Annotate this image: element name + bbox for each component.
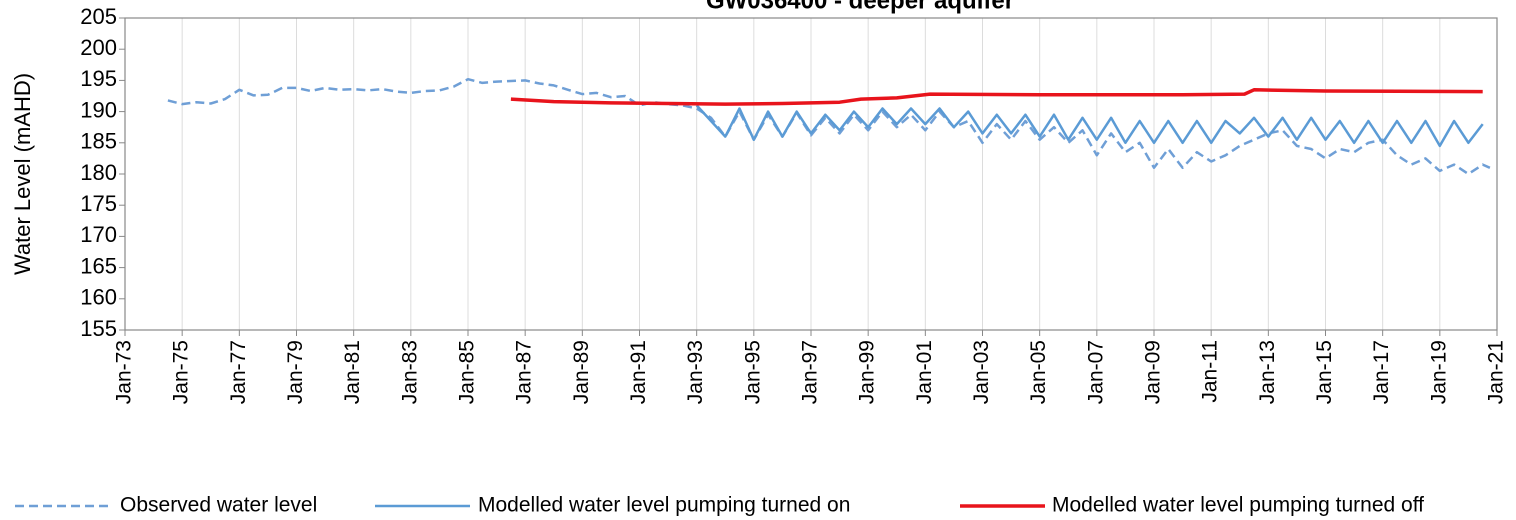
x-tick-label: Jan-85: [456, 340, 479, 404]
series-line: [167, 77, 1491, 176]
x-tick-label: Jan-93: [684, 340, 707, 404]
x-tick-label: Jan-15: [1313, 340, 1336, 404]
y-tick-label: 155: [80, 316, 117, 341]
x-tick-label: Jan-79: [284, 340, 307, 404]
x-tick-label: Jan-11: [1199, 340, 1222, 403]
plot-frame: [124, 17, 1498, 331]
y-tick-label: 205: [80, 4, 117, 29]
x-tick-label: Jan-21: [1485, 340, 1508, 404]
y-tick-label: 165: [80, 253, 117, 278]
legend-label: Modelled water level pumping turned on: [478, 494, 850, 517]
x-tick-label: Jan-09: [1142, 340, 1165, 404]
x-tick-label: Jan-77: [227, 340, 250, 404]
y-tick-label: 185: [80, 129, 117, 154]
x-tick-label: Jan-07: [1084, 340, 1107, 404]
y-tick-label: 170: [80, 222, 117, 247]
x-tick-label: Jan-89: [570, 340, 593, 404]
legend-label: Observed water level: [120, 494, 317, 517]
y-tick-label: 160: [80, 285, 117, 310]
x-tick-label: Jan-91: [627, 340, 650, 404]
x-tick-label: Jan-99: [856, 340, 879, 404]
x-tick-label: Jan-01: [913, 340, 936, 404]
series-line: [510, 88, 1483, 106]
legend-label: Modelled water level pumping turned off: [1052, 494, 1424, 517]
series-line: [695, 104, 1484, 148]
y-tick-label: 190: [80, 97, 117, 122]
y-tick-label: 175: [80, 191, 117, 216]
x-tick-label: Jan-13: [1256, 340, 1279, 404]
y-tick-label: 180: [80, 160, 117, 185]
x-tick-label: Jan-81: [341, 340, 364, 404]
y-axis-label: Water Level (mAHD): [10, 73, 35, 275]
chart-title: GW036400 - deeper aquifer: [706, 0, 1014, 14]
x-tick-label: Jan-05: [1027, 340, 1050, 404]
x-tick-label: Jan-83: [398, 340, 421, 404]
x-tick-label: Jan-87: [513, 340, 536, 404]
x-tick-label: Jan-73: [113, 340, 136, 404]
x-tick-label: Jan-75: [170, 340, 193, 404]
x-tick-label: Jan-19: [1427, 340, 1450, 404]
y-tick-label: 195: [80, 66, 117, 91]
x-tick-label: Jan-17: [1370, 340, 1393, 404]
x-tick-label: Jan-97: [799, 340, 822, 404]
y-tick-label: 200: [80, 35, 117, 60]
x-tick-label: Jan-03: [970, 340, 993, 404]
x-tick-label: Jan-95: [741, 340, 764, 404]
